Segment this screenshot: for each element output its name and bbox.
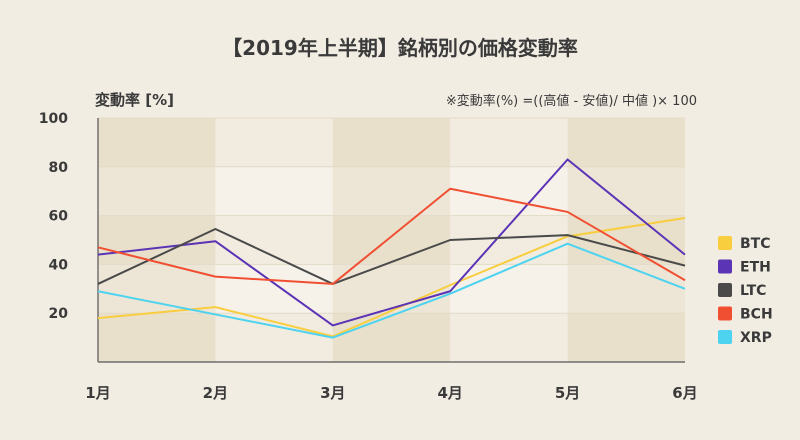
legend-label-bch: BCH [740, 307, 773, 323]
legend-label-ltc: LTC [740, 283, 766, 299]
plot-band [450, 313, 568, 362]
plot-band [215, 166, 333, 216]
plot-band [332, 264, 451, 314]
y-tick-label: 20 [49, 306, 69, 322]
series-line-xrp [97, 242, 686, 339]
legend-swatch-ltc [718, 283, 732, 297]
plot-band [332, 313, 451, 362]
y-tick-labels: 20 40 60 80 100 [39, 111, 68, 322]
x-tick-labels: 1月 2月 3月 4月 5月 6月 [85, 384, 697, 402]
legend-swatch-bch [718, 306, 732, 321]
legend-swatch-eth [718, 259, 732, 274]
y-tick-label: 100 [39, 111, 68, 127]
legend-label-xrp: XRP [740, 330, 772, 346]
plot-band [567, 118, 685, 167]
plot-band [215, 118, 333, 167]
legend-label-btc: BTC [740, 236, 771, 252]
legend: BTC ETH LTC BCH XRP [718, 236, 773, 346]
grid-lines [98, 117, 685, 314]
x-tick-label: 5月 [555, 384, 580, 402]
x-tick-label: 6月 [672, 384, 697, 402]
plot-band [98, 313, 216, 362]
y-axis-label: 変動率 [%] [95, 91, 174, 109]
x-tick-label: 2月 [203, 384, 228, 402]
legend-swatch-xrp [718, 330, 732, 344]
formula-note: ※変動率(%) =((高値 - 安値)/ 中値 )× 100 [446, 93, 697, 109]
series-line-ltc [97, 228, 686, 285]
legend-label-eth: ETH [740, 260, 771, 276]
plot-band [332, 118, 451, 167]
plot-band [98, 118, 216, 167]
series-lines [97, 158, 686, 339]
plot-band [98, 166, 216, 216]
x-tick-label: 3月 [320, 384, 345, 402]
x-tick-label: 4月 [437, 384, 462, 402]
plot-bands [98, 118, 685, 362]
plot-band [332, 215, 451, 265]
plot-band [215, 264, 333, 314]
x-tick-label: 1月 [85, 384, 110, 402]
y-tick-label: 80 [49, 160, 69, 176]
chart-title: 【2019年上半期】銘柄別の価格変動率 [222, 36, 578, 60]
legend-swatch-btc [718, 236, 732, 250]
plot-band [567, 264, 685, 314]
plot-band [450, 118, 568, 167]
y-tick-label: 40 [49, 257, 69, 273]
plot-band [332, 166, 451, 216]
series-line-bch [97, 187, 686, 285]
series-line-btc [97, 217, 686, 338]
y-tick-label: 60 [49, 209, 69, 225]
plot-band [215, 313, 333, 362]
axes [97, 118, 685, 363]
plot-band [567, 313, 685, 362]
series-line-eth [97, 158, 686, 327]
plot-band [450, 264, 568, 314]
